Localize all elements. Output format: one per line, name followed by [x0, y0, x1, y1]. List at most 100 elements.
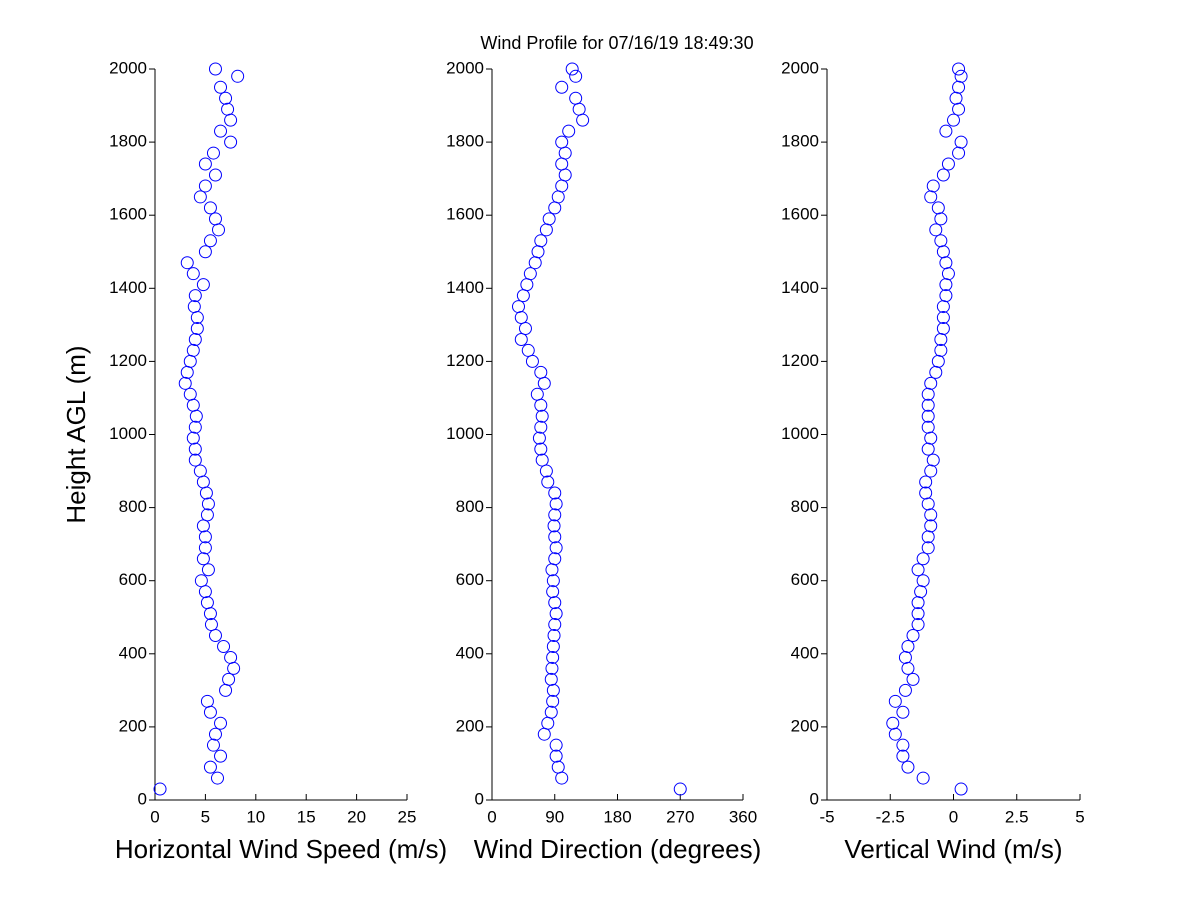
- data-point: [929, 223, 943, 237]
- data-point: [936, 245, 950, 259]
- y-tick-label: 1400: [446, 278, 484, 297]
- data-point: [516, 289, 530, 303]
- y-tick-label: 1200: [446, 351, 484, 370]
- y-tick-label: 1400: [781, 278, 819, 297]
- y-tick-label: 600: [791, 570, 819, 589]
- y-tick-label: 600: [119, 570, 147, 589]
- y-tick-label: 600: [456, 570, 484, 589]
- data-point: [934, 332, 948, 346]
- data-point: [227, 661, 241, 675]
- y-axis-label: Height AGL (m): [61, 345, 91, 523]
- data-point: [549, 541, 563, 555]
- data-point: [534, 420, 548, 434]
- data-point: [153, 782, 167, 796]
- data-point: [934, 212, 948, 226]
- data-point: [210, 771, 224, 785]
- data-point: [555, 771, 569, 785]
- data-point: [194, 574, 208, 588]
- data-point: [916, 552, 930, 566]
- data-point: [921, 497, 935, 511]
- data-point: [954, 69, 968, 83]
- data-point: [939, 124, 953, 138]
- y-tick-label: 1600: [781, 205, 819, 224]
- data-point: [534, 398, 548, 412]
- data-point: [183, 354, 197, 368]
- data-point: [921, 442, 935, 456]
- data-point: [535, 453, 549, 467]
- data-point: [549, 607, 563, 621]
- data-point: [198, 585, 212, 599]
- data-point: [198, 541, 212, 555]
- data-point: [206, 738, 220, 752]
- data-point: [523, 267, 537, 281]
- y-tick-label: 1800: [109, 132, 147, 151]
- data-point: [924, 376, 938, 390]
- data-point: [921, 420, 935, 434]
- data-point: [528, 256, 542, 270]
- data-point: [886, 716, 900, 730]
- data-point: [952, 62, 966, 76]
- data-point: [203, 760, 217, 774]
- data-point: [196, 552, 210, 566]
- data-point: [952, 102, 966, 116]
- x-tick-label: 25: [398, 807, 417, 826]
- data-point: [929, 365, 943, 379]
- data-point: [183, 387, 197, 401]
- y-tick-label: 1600: [446, 205, 484, 224]
- data-point: [212, 223, 226, 237]
- data-point: [888, 694, 902, 708]
- data-point: [208, 629, 222, 643]
- data-point: [896, 749, 910, 763]
- data-point: [200, 694, 214, 708]
- data-point: [911, 596, 925, 610]
- data-point: [201, 497, 215, 511]
- y-tick-label: 1200: [109, 351, 147, 370]
- y-tick-label: 400: [791, 643, 819, 662]
- data-point: [190, 322, 204, 336]
- data-point: [551, 760, 565, 774]
- data-point: [180, 256, 194, 270]
- data-point: [936, 300, 950, 314]
- data-point: [548, 596, 562, 610]
- figure-title: Wind Profile for 07/16/19 18:49:30: [480, 33, 753, 53]
- y-tick-label: 400: [119, 643, 147, 662]
- y-tick-label: 1000: [781, 424, 819, 443]
- data-point: [547, 519, 561, 533]
- data-point: [939, 278, 953, 292]
- data-point: [548, 618, 562, 632]
- data-point: [916, 771, 930, 785]
- data-point: [196, 278, 210, 292]
- data-point: [576, 113, 590, 127]
- data-point: [921, 541, 935, 555]
- data-point: [924, 519, 938, 533]
- data-point: [189, 409, 203, 423]
- data-point: [926, 179, 940, 193]
- data-point: [224, 650, 238, 664]
- data-point: [518, 322, 532, 336]
- data-point: [514, 332, 528, 346]
- data-point: [906, 629, 920, 643]
- data-point: [931, 201, 945, 215]
- data-point: [548, 530, 562, 544]
- data-point: [186, 343, 200, 357]
- data-point: [537, 376, 551, 390]
- data-point: [555, 80, 569, 94]
- data-point: [204, 618, 218, 632]
- data-point: [896, 738, 910, 752]
- data-point: [187, 300, 201, 314]
- data-point: [549, 738, 563, 752]
- x-tick-label: 5: [201, 807, 210, 826]
- data-point: [921, 409, 935, 423]
- data-point: [555, 157, 569, 171]
- x-tick-label: 20: [347, 807, 366, 826]
- data-point: [188, 420, 202, 434]
- data-point: [941, 157, 955, 171]
- data-point: [569, 69, 583, 83]
- x-axis-label: Wind Direction (degrees): [474, 834, 762, 864]
- data-point: [534, 234, 548, 248]
- data-point: [208, 62, 222, 76]
- data-point: [186, 267, 200, 281]
- data-point: [193, 464, 207, 478]
